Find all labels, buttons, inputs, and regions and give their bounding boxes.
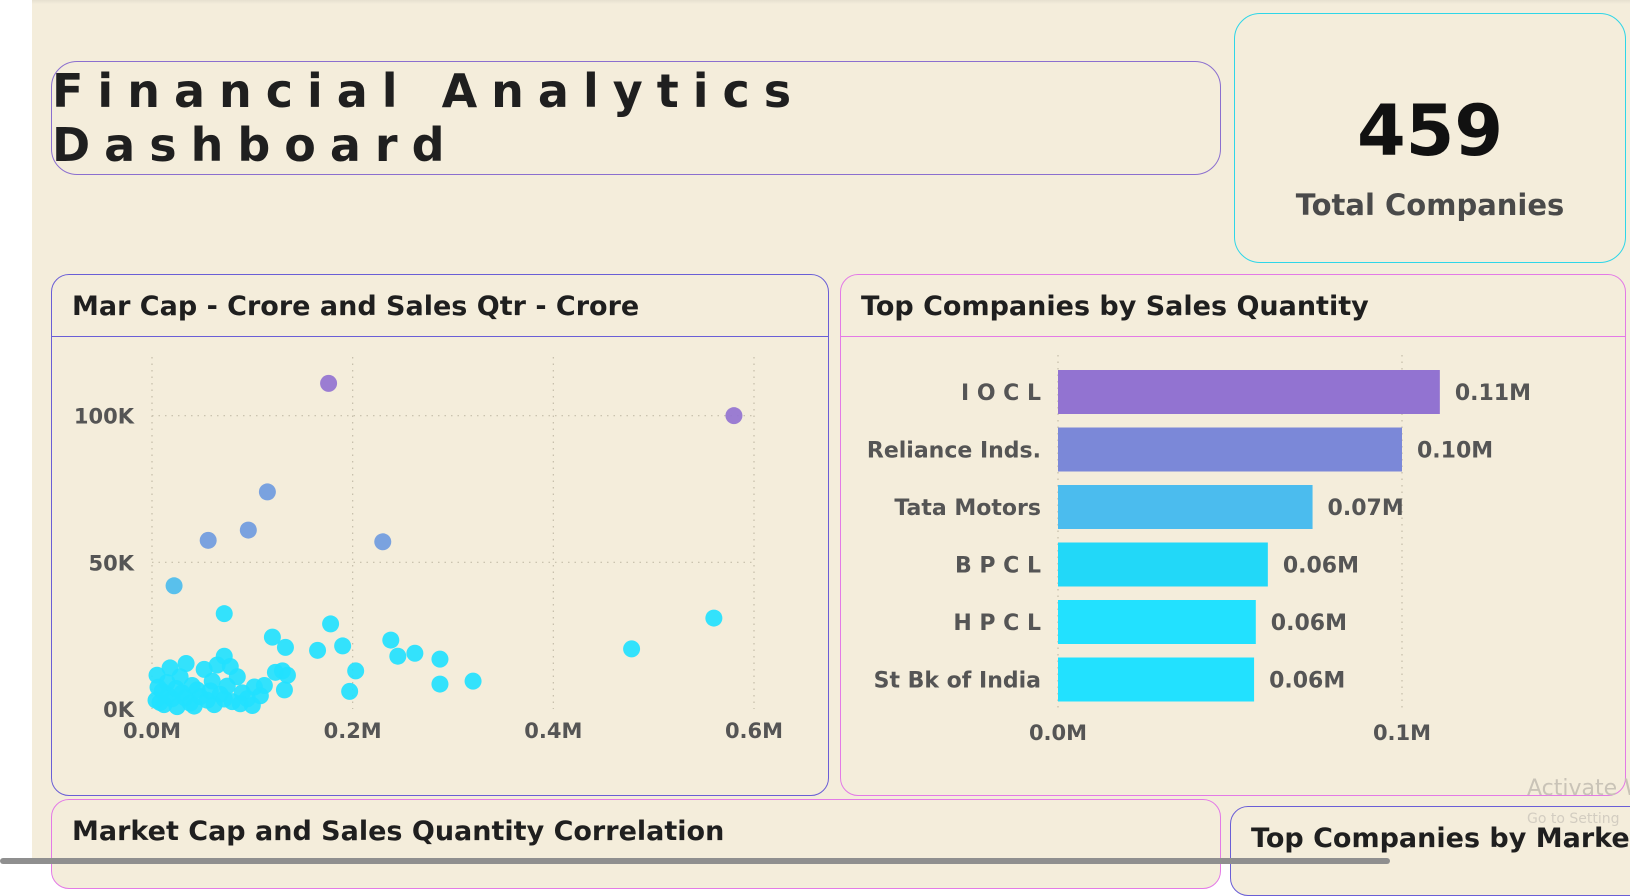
scatter-point xyxy=(258,483,276,501)
scatter-point xyxy=(341,682,359,700)
scatter-point xyxy=(177,655,195,673)
bar-x-tick-label: 0.0M xyxy=(1029,721,1087,745)
bar-title-divider xyxy=(841,336,1625,337)
scatter-point xyxy=(725,407,743,425)
bar-category-label: St Bk of India xyxy=(874,669,1041,694)
total-companies-value: 459 xyxy=(1356,90,1504,172)
top-divider xyxy=(32,0,1630,4)
scatter-point xyxy=(374,533,392,551)
scatter-point xyxy=(623,640,641,658)
total-companies-card[interactable]: 459 Total Companies xyxy=(1234,13,1626,263)
scatter-point xyxy=(239,521,257,539)
correlation-panel[interactable]: Market Cap and Sales Quantity Correlatio… xyxy=(51,799,1221,889)
scatter-point xyxy=(185,697,203,715)
title-card: Financial Analytics Dashboard xyxy=(51,61,1221,175)
scatter-point xyxy=(263,628,281,646)
scatter-point xyxy=(218,677,236,695)
bar xyxy=(1058,542,1268,587)
scatter-point xyxy=(382,631,400,649)
scatter-point xyxy=(320,374,338,392)
correlation-title: Market Cap and Sales Quantity Correlatio… xyxy=(72,816,725,847)
scatter-panel[interactable]: Mar Cap - Crore and Sales Qtr - Crore 0.… xyxy=(51,274,829,796)
bar-title: Top Companies by Sales Quantity xyxy=(861,291,1369,322)
scatter-point xyxy=(347,662,365,680)
scatter-x-tick-label: 0.6M xyxy=(725,719,783,743)
scatter-chart[interactable]: 0.0M 0.2M 0.4M 0.6M 0K 50K 100K xyxy=(52,275,828,795)
bar-category-label: B P C L xyxy=(955,554,1041,579)
activate-watermark: Activate W xyxy=(1527,776,1630,801)
scatter-point xyxy=(406,644,424,662)
scatter-point xyxy=(389,647,407,665)
bar-panel[interactable]: Top Companies by Sales Quantity 0.0M 0.1M… xyxy=(840,274,1626,796)
dashboard-title: Financial Analytics Dashboard xyxy=(52,64,806,172)
scatter-point xyxy=(431,675,449,693)
bar-category-label: I O C L xyxy=(961,381,1041,406)
scatter-point xyxy=(334,637,352,655)
bar-category-label: Tata Motors xyxy=(894,496,1041,521)
scatter-point xyxy=(322,615,340,633)
scatter-point xyxy=(201,682,219,700)
scatter-point xyxy=(309,641,327,659)
scatter-point xyxy=(431,650,449,668)
scatter-x-tick-label: 0.4M xyxy=(524,719,582,743)
scatter-point xyxy=(705,609,723,627)
scatter-x-tick-label: 0.0M xyxy=(123,719,181,743)
scatter-point xyxy=(464,672,482,690)
scatter-title: Mar Cap - Crore and Sales Qtr - Crore xyxy=(72,291,640,322)
bar xyxy=(1058,600,1256,644)
scatter-y-tick-label: 100K xyxy=(74,405,135,429)
scatter-x-tick-label: 0.2M xyxy=(324,719,382,743)
bar xyxy=(1058,370,1440,414)
total-companies-label: Total Companies xyxy=(1295,188,1565,222)
bar-data-label: 0.06M xyxy=(1283,554,1359,579)
market-cap-title: Top Companies by Market Cap xyxy=(1251,823,1630,854)
scatter-point xyxy=(275,681,293,699)
bar-data-label: 0.07M xyxy=(1328,496,1404,521)
scatter-point xyxy=(199,531,217,549)
scatter-point xyxy=(276,638,294,656)
bar-category-label: Reliance Inds. xyxy=(867,439,1041,464)
bar-data-label: 0.06M xyxy=(1271,611,1347,636)
scatter-point xyxy=(208,656,226,674)
scatter-point xyxy=(165,577,183,595)
scatter-point xyxy=(278,666,296,684)
bar-x-tick-label: 0.1M xyxy=(1373,721,1431,745)
scatter-point xyxy=(167,679,185,697)
horizontal-scrollbar[interactable] xyxy=(0,858,1390,864)
activate-watermark-sub: Go to Setting xyxy=(1527,811,1620,827)
scatter-point xyxy=(215,690,233,708)
scatter-point xyxy=(215,605,233,623)
scatter-title-divider xyxy=(52,336,828,337)
bar xyxy=(1058,427,1402,472)
bar xyxy=(1058,657,1255,702)
bar-data-label: 0.11M xyxy=(1455,381,1531,406)
scatter-y-tick-label: 0K xyxy=(103,698,135,722)
scatter-point xyxy=(149,678,167,696)
bar-data-label: 0.10M xyxy=(1417,439,1493,464)
bar-category-label: H P C L xyxy=(953,611,1041,636)
bar-data-label: 0.06M xyxy=(1269,669,1345,694)
scatter-point xyxy=(243,696,261,714)
scatter-y-tick-label: 50K xyxy=(89,551,135,575)
bar xyxy=(1058,485,1313,529)
